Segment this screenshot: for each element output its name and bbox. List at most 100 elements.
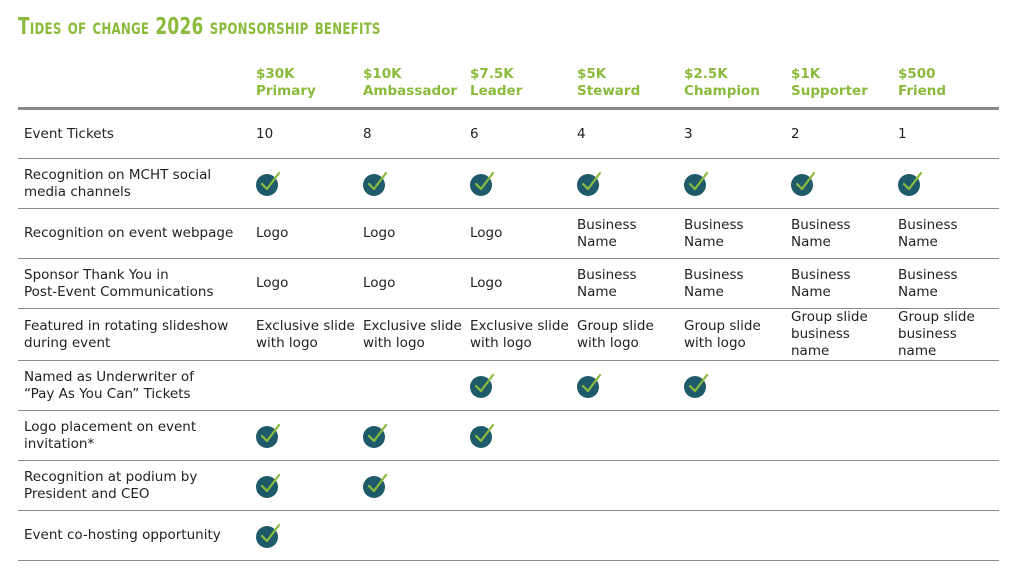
tier-name: Friend (898, 83, 947, 99)
tier-header-friend: $500 Friend (892, 66, 999, 110)
benefit-cell-champion (678, 410, 785, 461)
benefit-label-line: invitation* (24, 435, 95, 452)
benefit-cell-leader (464, 410, 571, 461)
benefit-cell-champion (678, 158, 785, 209)
check-circle-icon (363, 171, 388, 196)
benefit-cell-ambassador (357, 158, 464, 209)
benefit-label-line: Recognition on event webpage (24, 225, 234, 241)
benefit-cell-supporter (785, 460, 892, 511)
benefit-cell-ambassador (357, 460, 464, 511)
benefit-label: Recognition on event webpage (18, 208, 250, 259)
benefit-label: Named as Underwriter of “Pay As You Can” … (18, 360, 250, 411)
benefit-row: Logo placement on event invitation* (18, 410, 999, 461)
benefit-value: with logo (577, 334, 639, 351)
benefit-cell-steward (571, 158, 678, 209)
benefit-value: Logo (256, 225, 289, 241)
benefit-cell-leader (464, 158, 571, 209)
benefit-cell-ambassador (357, 410, 464, 461)
benefit-value: with logo (470, 334, 532, 351)
benefit-cell-steward (571, 510, 678, 561)
benefit-value: business name (791, 326, 850, 359)
benefit-cell-steward: 4 (571, 108, 678, 159)
benefit-cell-leader (464, 510, 571, 561)
benefit-cell-ambassador: Exclusive slide with logo (357, 308, 464, 361)
benefit-cell-friend: Business Name (892, 208, 999, 259)
benefit-cell-friend (892, 460, 999, 511)
benefit-cell-steward (571, 460, 678, 511)
benefit-row: Event Tickets 10 8 6 4 3 2 1 (18, 108, 999, 159)
benefit-cell-leader (464, 360, 571, 411)
benefit-label-line: media channels (24, 183, 131, 200)
benefit-cell-leader: Logo (464, 258, 571, 309)
benefit-value: Exclusive slide (363, 317, 462, 334)
benefit-value: Name (577, 233, 617, 250)
benefit-value: 10 (256, 125, 274, 142)
benefit-cell-champion (678, 510, 785, 561)
check-circle-icon (684, 373, 709, 398)
benefit-value: Business (898, 216, 958, 233)
benefit-label: Event Tickets (18, 108, 250, 159)
benefit-cell-supporter (785, 360, 892, 411)
benefit-cell-supporter: Group slide business name (785, 308, 892, 361)
benefit-value: Group slide (684, 317, 761, 334)
benefit-label-line: President and CEO (24, 485, 150, 502)
benefit-value: Business (684, 216, 744, 233)
benefit-value: Group slide (577, 317, 654, 334)
page-title: Tides of Change 2026 sponsorship benefit… (18, 14, 381, 40)
benefit-value: Name (898, 283, 938, 300)
tier-header-leader: $7.5K Leader (464, 66, 571, 110)
benefit-cell-primary (250, 158, 357, 209)
benefit-cell-friend: Business Name (892, 258, 999, 309)
tier-amount: $1K (791, 66, 821, 82)
benefit-row: Sponsor Thank You in Post-Event Communica… (18, 258, 999, 309)
benefit-label-line: Recognition at podium by (24, 468, 198, 485)
benefit-row: Recognition on MCHT social media channels (18, 158, 999, 209)
check-circle-icon (791, 171, 816, 196)
benefit-cell-friend (892, 410, 999, 461)
benefit-value: Name (684, 283, 724, 300)
tier-header-champion: $2.5K Champion (678, 66, 785, 110)
benefit-label-line: Event Tickets (24, 125, 114, 142)
tier-amount: $500 (898, 66, 936, 82)
benefit-cell-champion: Business Name (678, 258, 785, 309)
benefit-cell-primary: Logo (250, 258, 357, 309)
check-circle-icon (256, 523, 281, 548)
check-circle-icon (684, 171, 709, 196)
benefit-value: Business (791, 266, 851, 283)
benefit-cell-champion (678, 460, 785, 511)
benefit-cell-leader: Logo (464, 208, 571, 259)
tier-header-primary: $30K Primary (250, 66, 357, 110)
tier-amount: $2.5K (684, 66, 728, 82)
benefit-value: business name (898, 326, 957, 359)
check-circle-icon (256, 423, 281, 448)
benefit-cell-leader: Exclusive slide with logo (464, 308, 571, 361)
benefit-cell-primary: Logo (250, 208, 357, 259)
benefit-value: Business (577, 216, 637, 233)
benefit-value: Business (577, 266, 637, 283)
tier-name: Supporter (791, 83, 868, 99)
tier-header-steward: $5K Steward (571, 66, 678, 110)
benefit-cell-leader: 6 (464, 108, 571, 159)
benefit-cell-steward: Business Name (571, 258, 678, 309)
benefit-label: Sponsor Thank You in Post-Event Communica… (18, 258, 250, 309)
tier-name: Steward (577, 83, 641, 99)
benefit-cell-supporter (785, 158, 892, 209)
tier-name: Primary (256, 83, 316, 99)
tier-header-ambassador: $10K Ambassador (357, 66, 464, 110)
benefit-value: Group slide (791, 309, 868, 325)
check-circle-icon (898, 171, 923, 196)
check-circle-icon (470, 423, 495, 448)
check-circle-icon (363, 473, 388, 498)
benefit-value: Exclusive slide (470, 317, 569, 334)
benefit-cell-supporter (785, 510, 892, 561)
benefit-row: Event co-hosting opportunity (18, 510, 999, 561)
benefit-value: 2 (791, 125, 800, 142)
benefit-value: Logo (363, 275, 396, 291)
tier-header-supporter: $1K Supporter (785, 66, 892, 110)
benefit-cell-champion: Business Name (678, 208, 785, 259)
check-circle-icon (256, 171, 281, 196)
benefit-label-line: Recognition on MCHT social (24, 166, 212, 183)
benefit-row: Recognition on event webpage Logo Logo Logo… (18, 208, 999, 259)
benefit-label-line: Sponsor Thank You in (24, 266, 169, 283)
tier-name: Leader (470, 83, 523, 99)
